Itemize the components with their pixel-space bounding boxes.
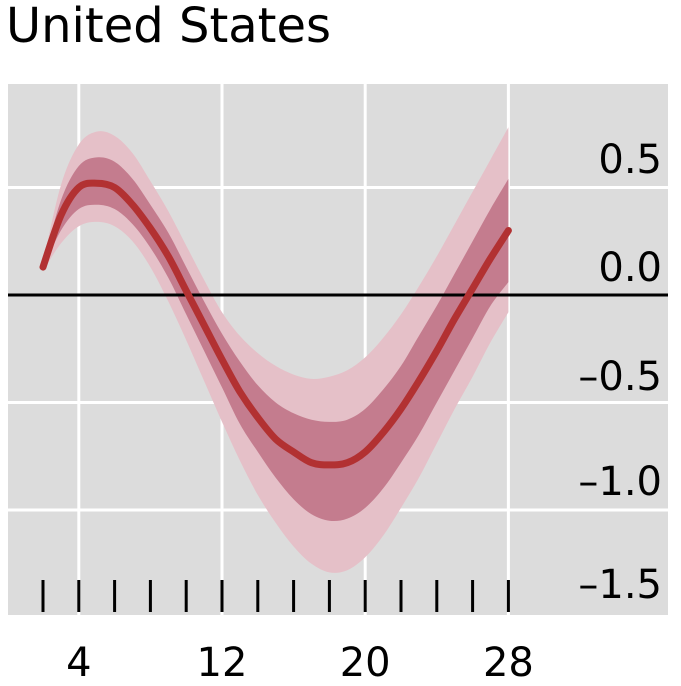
chart-title: United States: [6, 0, 332, 54]
y-tick-label: –1.0: [578, 459, 662, 505]
series-line: [39, 179, 512, 469]
tick-labels: 4 12 20 28 0.5 0.0 –0.5 –1.0 –1.5: [66, 137, 662, 686]
x-tick-marks: [41, 580, 510, 612]
y-tick-label: 0.5: [598, 137, 662, 183]
x-tick-label: 20: [340, 640, 391, 686]
y-tick-label: 0.0: [598, 245, 662, 291]
x-tick-label: 4: [66, 640, 91, 686]
y-tick-label: –1.5: [578, 562, 662, 608]
x-tick-label: 12: [197, 640, 248, 686]
x-tick-label: 28: [483, 640, 534, 686]
y-tick-label: –0.5: [578, 354, 662, 400]
